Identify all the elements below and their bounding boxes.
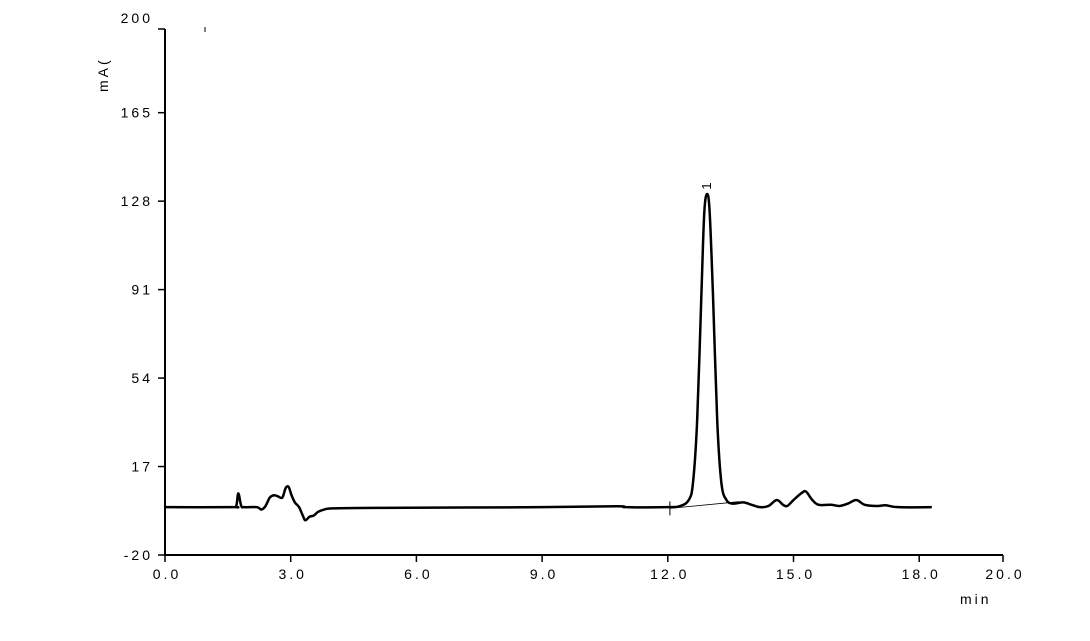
x-tick-label: 18.0 [902, 566, 941, 582]
x-tick-label: 6.0 [404, 566, 432, 582]
y-tick-label: 165 [121, 105, 153, 121]
y-tick-label: 91 [131, 282, 153, 298]
peak-label: 1 [699, 182, 714, 189]
x-tick-label: 15.0 [776, 566, 815, 582]
x-tick-label: 3.0 [278, 566, 306, 582]
x-tick-label: 20.0 [985, 566, 1024, 582]
y-tick-label: -20 [124, 547, 153, 563]
signal-trace [164, 192, 932, 522]
x-axis-label: min [960, 591, 992, 607]
x-tick-label: 0.0 [153, 566, 181, 582]
y-tick-label: 17 [131, 459, 153, 475]
y-tick-label: 128 [121, 193, 153, 209]
x-tick-label: 12.0 [650, 566, 689, 582]
plot-area: 1 [164, 182, 932, 522]
y-axis-label: mA( [95, 57, 111, 92]
y-tick-label: 200 [121, 10, 153, 26]
x-tick-label: 9.0 [530, 566, 558, 582]
y-tick-label: 54 [131, 370, 153, 386]
axes: -20 17 54 91 128 165 200 0.0 3.0 6.0 9.0 12.0 15.0 18… [121, 10, 1024, 582]
